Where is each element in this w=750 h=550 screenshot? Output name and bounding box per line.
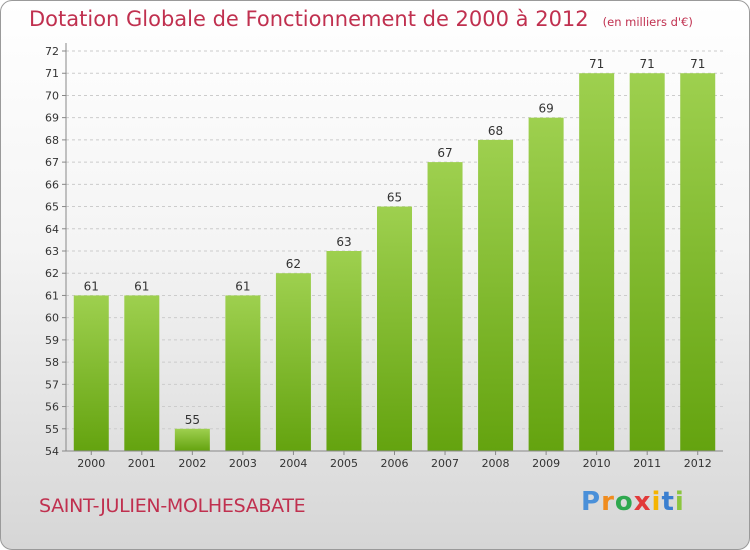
y-tick-label: 54: [45, 445, 59, 458]
chart-title: Dotation Globale de Fonctionnement de 20…: [29, 7, 693, 31]
logo-letter: i: [651, 487, 662, 517]
labels: 54 55 56 57 58 59 60 61 62 63 64 65 66 67 68 69 70 71 72 61…: [45, 45, 712, 470]
bar-2010: [579, 73, 615, 451]
logo-letter: P: [581, 487, 602, 517]
x-tick-label: 2010: [583, 457, 611, 470]
bars: [73, 73, 716, 452]
data-label-2010: 71: [589, 57, 604, 71]
x-tick-label: 2008: [482, 457, 510, 470]
proxiti-logo[interactable]: Proxiti: [581, 487, 685, 517]
y-tick-label: 63: [45, 245, 59, 258]
data-label-2000: 61: [84, 279, 99, 293]
logo-letter: r: [601, 487, 615, 517]
chart-title-unit: (en milliers d'€): [602, 15, 693, 29]
bar-2005: [326, 251, 362, 451]
y-tick-label: 58: [45, 356, 59, 369]
y-tick-label: 71: [45, 67, 59, 80]
logo-letter: t: [661, 487, 675, 517]
y-tick-label: 67: [45, 156, 59, 169]
bar-2008: [478, 139, 514, 451]
y-tick-label: 68: [45, 134, 59, 147]
y-tick-label: 64: [45, 223, 59, 236]
bar-2012: [680, 73, 716, 451]
y-tick-label: 61: [45, 289, 59, 302]
x-tick-label: 2007: [431, 457, 459, 470]
axes: [62, 43, 723, 455]
logo-letter: i: [674, 487, 685, 517]
data-label-2009: 69: [538, 102, 553, 116]
y-tick-label: 55: [45, 423, 59, 436]
y-tick-label: 72: [45, 45, 59, 58]
logo-letter: o: [614, 487, 634, 517]
y-tick-label: 65: [45, 201, 59, 214]
x-tick-label: 2004: [279, 457, 307, 470]
bar-2003: [225, 295, 261, 451]
bar-2001: [124, 295, 160, 451]
data-label-2006: 65: [387, 191, 402, 205]
data-label-2005: 63: [336, 235, 351, 249]
x-tick-label: 2011: [633, 457, 661, 470]
x-tick-label: 2003: [229, 457, 257, 470]
bar-2004: [275, 273, 311, 451]
data-label-2012: 71: [690, 57, 705, 71]
x-tick-label: 2001: [128, 457, 156, 470]
bar-2000: [73, 295, 109, 451]
x-tick-label: 2012: [684, 457, 712, 470]
data-label-2007: 67: [437, 146, 452, 160]
logo-letter: x: [633, 487, 652, 517]
bar-2009: [528, 117, 564, 452]
data-label-2008: 68: [488, 124, 503, 138]
x-tick-label: 2002: [178, 457, 206, 470]
bar-2011: [629, 73, 665, 451]
x-tick-label: 2009: [532, 457, 560, 470]
bar-2002: [174, 428, 210, 451]
bar-2006: [377, 206, 412, 451]
data-label-2011: 71: [640, 57, 655, 71]
y-tick-label: 62: [45, 267, 59, 280]
data-label-2004: 62: [286, 257, 301, 271]
y-tick-label: 57: [45, 378, 59, 391]
x-tick-label: 2000: [77, 457, 105, 470]
chart-title-main: Dotation Globale de Fonctionnement de 20…: [29, 7, 589, 31]
data-label-2002: 55: [185, 413, 200, 427]
bar-2007: [427, 162, 463, 451]
y-tick-label: 56: [45, 401, 59, 414]
y-tick-label: 66: [45, 178, 59, 191]
data-label-2001: 61: [134, 279, 149, 293]
y-tick-label: 60: [45, 312, 59, 325]
x-tick-label: 2005: [330, 457, 358, 470]
x-tick-label: 2006: [381, 457, 409, 470]
y-tick-label: 59: [45, 334, 59, 347]
commune-name: SAINT-JULIEN-MOLHESABATE: [39, 495, 306, 517]
data-label-2003: 61: [235, 279, 250, 293]
y-tick-label: 70: [45, 89, 59, 102]
y-tick-label: 69: [45, 112, 59, 125]
